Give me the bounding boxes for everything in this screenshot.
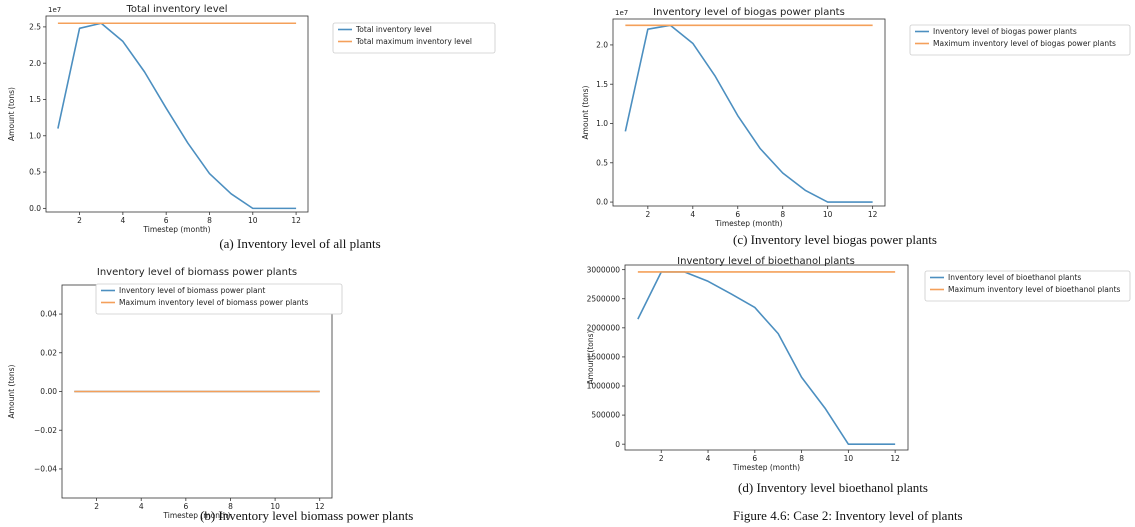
figure-caption: Figure 4.6: Case 2: Inventory level of p…: [733, 508, 963, 523]
chart-panel-b: Inventory level of biomass power plants 2…: [0, 258, 500, 520]
y-tick-label: 0.5: [596, 158, 608, 167]
chart-panel-c: Inventory level of biogas power plants 1e…: [580, 0, 1135, 228]
x-tick-label: 8: [780, 210, 785, 219]
series-line-1: [624, 24, 873, 203]
legend-label-2: Maximum inventory level of biogas power …: [933, 39, 1116, 48]
x-tick-label: 8: [228, 502, 233, 511]
series-line-1: [637, 271, 896, 445]
legend: Inventory level of bioethanol plants Maxi…: [924, 270, 1131, 302]
y-axis-label: Amount (tons): [7, 87, 16, 141]
x-tick-label: 4: [139, 502, 144, 511]
x-tick-label: 10: [270, 502, 280, 511]
x-tick-label: 6: [164, 216, 169, 225]
y-axis-label: Amount (tons): [7, 364, 16, 418]
chart-title: Inventory level of biogas power plants: [653, 7, 845, 18]
legend-box: [924, 270, 1131, 302]
x-axis-label: Timestep (month): [162, 511, 230, 520]
caption-c: (c) Inventory level biogas power plants: [733, 232, 937, 247]
legend: Total inventory level Total maximum inven…: [332, 22, 496, 54]
legend: Inventory level of biomass power plant Ma…: [95, 283, 343, 315]
y-tick-label: 0.5: [29, 168, 41, 177]
chart-title: Total inventory level: [125, 4, 227, 15]
caption-a: (a) Inventory level of all plants: [219, 236, 381, 251]
y-tick-label: 1.5: [596, 80, 608, 89]
x-tick-label: 6: [183, 502, 188, 511]
y-tick-label: 2.0: [596, 41, 608, 50]
legend-label-2: Total maximum inventory level: [355, 37, 472, 46]
chart-c-svg: Inventory level of biogas power plants 1e…: [581, 7, 1131, 228]
y-offset-label: 1e7: [48, 6, 61, 14]
x-tick-label: 12: [868, 210, 878, 219]
y-tick-label: 1.0: [596, 119, 608, 128]
x-axis-label: Timestep (month): [142, 225, 210, 234]
chart-title: Inventory level of biomass power plants: [97, 267, 297, 278]
legend-label-1: Inventory level of bioethanol plants: [948, 273, 1081, 282]
x-tick-label: 4: [690, 210, 695, 219]
y-offset-label: 1e7: [615, 9, 628, 17]
series-line-1: [57, 22, 297, 210]
x-tick-label: 10: [823, 210, 833, 219]
chart-panel-d: Inventory level of bioethanol plants 2 4 6 8…: [580, 252, 1135, 474]
x-tick-label: 8: [799, 454, 804, 463]
x-tick-label: 6: [752, 454, 757, 463]
legend-label-1: Inventory level of biogas power plants: [933, 27, 1077, 36]
y-tick-label: −0.04: [34, 465, 57, 474]
chart-panel-a: Total inventory level 1e7 2 4 6 8 10 12 0.0 0.5 1.…: [0, 0, 500, 234]
x-tick-label: 6: [735, 210, 740, 219]
chart-d-svg: Inventory level of bioethanol plants 2 4 6 8…: [586, 256, 1131, 472]
x-tick-label: 12: [315, 502, 325, 511]
x-tick-label: 8: [207, 216, 212, 225]
y-tick-label: 0: [615, 440, 620, 449]
legend-label-1: Inventory level of biomass power plant: [119, 286, 265, 295]
y-tick-label: 2.5: [29, 22, 41, 31]
y-tick-label: 2500000: [587, 294, 621, 303]
plot-frame: [624, 264, 909, 451]
y-axis-label: Amount (tons): [586, 330, 595, 384]
y-tick-label: 0.00: [40, 387, 57, 396]
y-tick-label: 3000000: [587, 265, 621, 274]
x-tick-label: 2: [94, 502, 99, 511]
legend-box: [909, 24, 1131, 56]
caption-b: (b) Inventory level biomass power plants: [200, 508, 414, 523]
chart-title: Inventory level of bioethanol plants: [677, 256, 855, 267]
y-tick-label: 1000000: [587, 382, 621, 391]
y-tick-label: 0.0: [29, 204, 41, 213]
y-tick-label: 2.0: [29, 59, 41, 68]
legend-label-2: Maximum inventory level of bioethanol pl…: [948, 285, 1121, 294]
chart-a-svg: Total inventory level 1e7 2 4 6 8 10 12 0.0 0.5 1.…: [7, 4, 496, 234]
x-tick-label: 12: [291, 216, 301, 225]
y-tick-label: 1.5: [29, 95, 41, 104]
x-tick-label: 2: [77, 216, 82, 225]
legend-box: [332, 22, 496, 54]
x-tick-label: 10: [844, 454, 854, 463]
x-tick-label: 10: [248, 216, 258, 225]
y-tick-label: 1.0: [29, 131, 41, 140]
x-axis-label: Timestep (month): [714, 219, 782, 228]
x-tick-label: 2: [659, 454, 664, 463]
x-tick-label: 4: [706, 454, 711, 463]
y-tick-label: 0.02: [40, 348, 57, 357]
y-axis-label: Amount (tons): [581, 85, 590, 139]
plot-frame: [612, 18, 886, 207]
legend-label-2: Maximum inventory level of biomass power…: [119, 298, 308, 307]
caption-d: (d) Inventory level bioethanol plants: [738, 480, 928, 495]
y-tick-label: −0.02: [34, 426, 57, 435]
x-tick-label: 4: [120, 216, 125, 225]
x-axis-label: Timestep (month): [732, 463, 800, 472]
plot-frame: [45, 15, 309, 213]
legend-label-1: Total inventory level: [355, 25, 432, 34]
legend: Inventory level of biogas power plants Ma…: [909, 24, 1131, 56]
y-tick-label: 0.04: [40, 310, 57, 319]
y-tick-label: 0.0: [596, 198, 608, 207]
x-tick-label: 2: [645, 210, 650, 219]
chart-b-svg: Inventory level of biomass power plants 2…: [7, 267, 343, 520]
y-tick-label: 1500000: [587, 353, 621, 362]
y-tick-label: 2000000: [587, 323, 621, 332]
y-tick-label: 500000: [591, 411, 620, 420]
legend-box: [95, 283, 343, 315]
x-tick-label: 12: [890, 454, 900, 463]
